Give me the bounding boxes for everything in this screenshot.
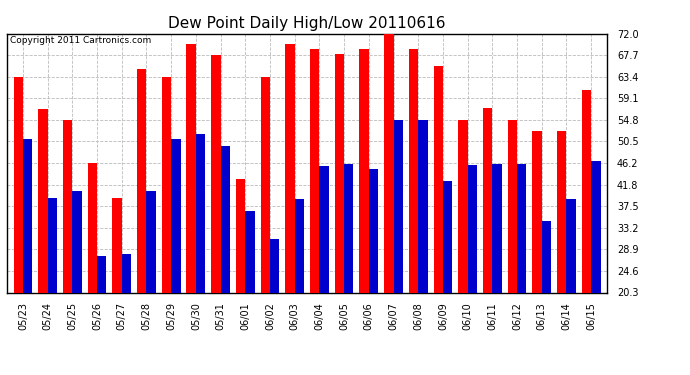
Bar xyxy=(443,182,453,292)
Bar xyxy=(137,69,146,292)
Bar xyxy=(23,139,32,292)
Bar xyxy=(38,109,48,292)
Bar xyxy=(121,254,131,292)
Bar xyxy=(344,164,353,292)
Bar xyxy=(542,221,551,292)
Bar xyxy=(591,161,600,292)
Bar xyxy=(468,165,477,292)
Bar xyxy=(533,131,542,292)
Bar xyxy=(14,77,23,292)
Bar xyxy=(72,191,81,292)
Bar xyxy=(582,90,591,292)
Bar xyxy=(221,146,230,292)
Bar xyxy=(196,134,205,292)
Bar xyxy=(310,49,319,292)
Bar xyxy=(186,44,196,292)
Bar xyxy=(566,199,576,292)
Bar xyxy=(409,49,418,292)
Bar xyxy=(384,34,393,292)
Bar xyxy=(319,166,329,292)
Bar xyxy=(211,55,221,292)
Bar xyxy=(63,120,72,292)
Bar xyxy=(418,120,428,292)
Bar xyxy=(295,199,304,292)
Bar xyxy=(517,164,526,292)
Bar xyxy=(245,211,255,292)
Bar xyxy=(236,179,245,292)
Bar xyxy=(359,49,369,292)
Text: Copyright 2011 Cartronics.com: Copyright 2011 Cartronics.com xyxy=(10,36,151,45)
Bar xyxy=(97,256,106,292)
Bar xyxy=(112,198,121,292)
Bar xyxy=(458,120,468,292)
Bar xyxy=(161,77,171,292)
Title: Dew Point Daily High/Low 20110616: Dew Point Daily High/Low 20110616 xyxy=(168,16,446,31)
Bar xyxy=(285,44,295,292)
Bar xyxy=(88,163,97,292)
Bar xyxy=(48,198,57,292)
Bar xyxy=(171,139,181,292)
Bar xyxy=(335,54,344,292)
Bar xyxy=(270,239,279,292)
Bar xyxy=(146,191,156,292)
Bar xyxy=(433,66,443,292)
Bar xyxy=(508,120,517,292)
Bar xyxy=(369,169,378,292)
Bar xyxy=(393,120,403,292)
Bar xyxy=(261,77,270,292)
Bar xyxy=(483,108,493,292)
Bar xyxy=(493,164,502,292)
Bar xyxy=(557,131,566,292)
